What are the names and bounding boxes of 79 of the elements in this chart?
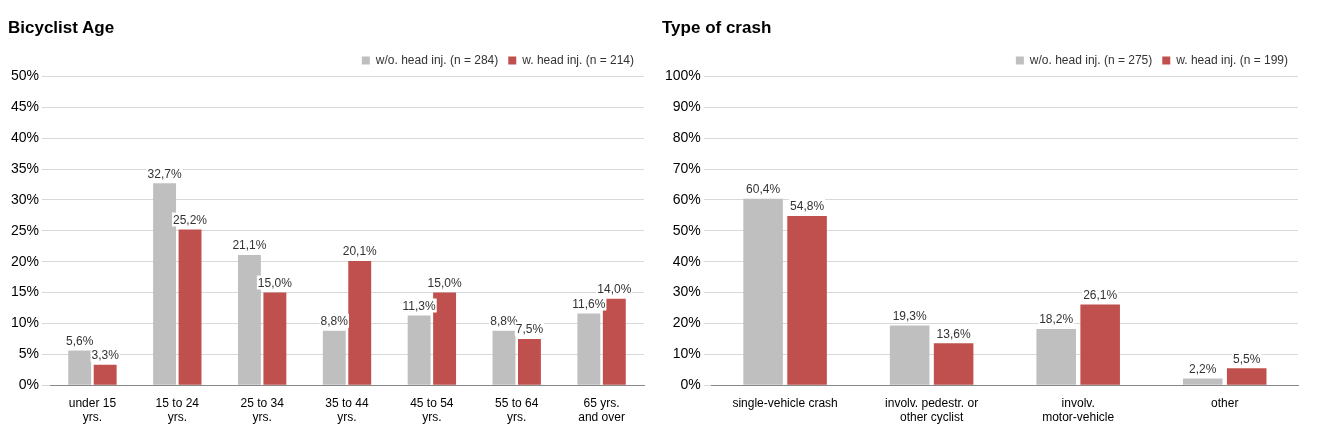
bar <box>743 198 783 385</box>
chart-title: Bicyclist Age <box>8 17 115 37</box>
data-label: 32,7% <box>147 166 182 181</box>
bar <box>407 315 431 385</box>
data-label: 5,6% <box>66 333 94 348</box>
y-tick-label: 25% <box>10 221 40 238</box>
bar <box>889 325 930 385</box>
y-tick-label: 80% <box>672 129 701 146</box>
y-tick-label: 60% <box>672 190 701 207</box>
data-label: 60,4% <box>746 182 781 196</box>
x-tick-label: 25 to 34 yrs. <box>240 395 285 425</box>
x-tick-label: under 15 yrs. <box>68 395 117 425</box>
y-tick-label: 40% <box>10 129 40 146</box>
legend-label: w. head inj. (n = 214) <box>521 52 635 67</box>
bar <box>263 292 287 385</box>
bar <box>322 330 346 385</box>
data-label: 7,5% <box>515 322 544 337</box>
y-tick-label: 20% <box>10 252 40 269</box>
legend-label: w/o. head inj. (n = 284) <box>374 52 499 67</box>
y-tick-label: 20% <box>672 314 701 331</box>
x-tick-label: 55 to 64 yrs. <box>495 395 539 425</box>
y-tick-label: 40% <box>672 252 701 269</box>
bar <box>178 229 202 385</box>
data-label: 19,3% <box>892 308 927 323</box>
data-label: 11,6% <box>572 296 606 311</box>
bar <box>577 313 601 385</box>
bar <box>1080 304 1120 385</box>
data-label: 13,6% <box>936 326 971 341</box>
data-label: 8,8% <box>320 314 349 329</box>
y-tick-label: 0% <box>18 376 40 393</box>
data-label: 21,1% <box>232 238 267 253</box>
legend-label: w. head inj. (n = 199) <box>1175 52 1289 67</box>
legend-label: w/o. head inj. (n = 275) <box>1028 52 1153 67</box>
data-label: 54,8% <box>790 199 825 214</box>
y-tick-label: 90% <box>672 98 701 115</box>
y-tick-label: 45% <box>10 98 40 115</box>
y-tick-label: 35% <box>10 159 40 176</box>
x-tick-label: single-vehicle crash <box>732 395 838 410</box>
bar <box>93 364 117 385</box>
data-label: 2,2% <box>1189 361 1217 376</box>
y-tick-label: 30% <box>672 283 701 300</box>
data-label: 15,0% <box>427 275 462 290</box>
y-tick-label: 15% <box>10 283 40 300</box>
y-tick-label: 10% <box>10 314 40 331</box>
y-tick-label: 30% <box>10 190 40 207</box>
y-tick-label: 100% <box>664 67 701 84</box>
bar <box>68 350 92 385</box>
data-label: 18,2% <box>1039 312 1074 327</box>
data-label: 15,0% <box>257 275 293 290</box>
data-label: 14,0% <box>597 282 632 297</box>
x-tick-label: 15 to 24 yrs. <box>155 395 200 425</box>
bar <box>787 215 827 385</box>
y-tick-label: 50% <box>10 67 40 84</box>
y-tick-label: 0% <box>680 376 701 393</box>
bar <box>933 343 974 385</box>
y-tick-label: 5% <box>18 345 40 362</box>
x-tick-label: 65 yrs. and over <box>578 395 625 425</box>
y-tick-label: 70% <box>672 159 701 176</box>
bar <box>517 338 541 385</box>
bar <box>1182 378 1223 385</box>
y-tick-label: 10% <box>672 345 701 362</box>
data-label: 25,2% <box>173 212 208 227</box>
bar <box>348 261 372 385</box>
x-tick-label: 45 to 54 yrs. <box>410 395 454 425</box>
data-label: 8,8% <box>490 314 518 329</box>
x-tick-label: involv. motor-vehicle <box>1042 395 1115 425</box>
bar <box>1226 368 1267 385</box>
x-tick-label: 35 to 44 yrs. <box>325 395 370 425</box>
data-label: 5,5% <box>1233 351 1261 366</box>
data-label: 3,3% <box>91 348 120 363</box>
bar <box>492 330 516 385</box>
data-label: 26,1% <box>1083 287 1118 302</box>
y-tick-label: 50% <box>672 221 701 238</box>
data-label: 20,1% <box>342 244 378 259</box>
x-tick-label: involv. pedestr. or other cyclist <box>885 395 979 425</box>
data-label: 11,3% <box>402 298 437 313</box>
bar <box>1036 329 1076 385</box>
x-tick-label: other <box>1211 395 1239 410</box>
chart-title: Type of crash <box>662 17 772 37</box>
